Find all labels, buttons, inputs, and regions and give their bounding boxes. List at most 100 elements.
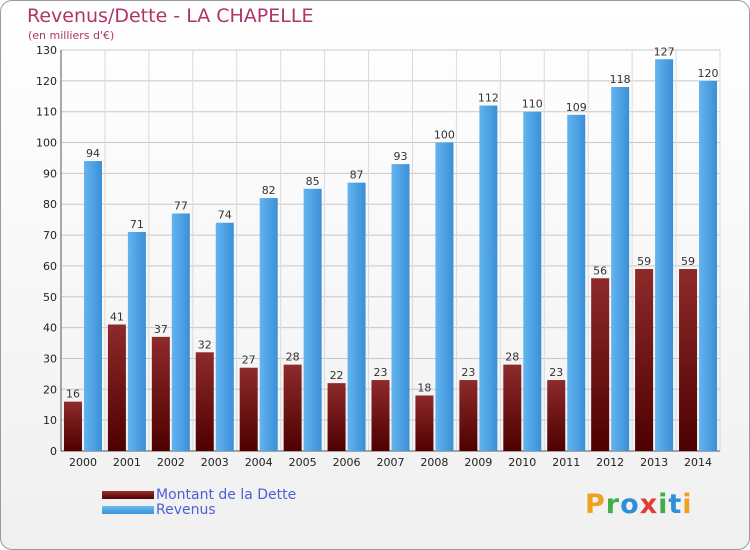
y-tick-label: 130 <box>36 44 57 57</box>
y-tick-label: 70 <box>43 229 57 242</box>
data-label-dette: 59 <box>681 255 695 268</box>
bar-revenus <box>391 164 410 451</box>
legend-item-dette: Montant de la Dette <box>102 487 296 503</box>
data-label-revenus: 100 <box>434 129 455 142</box>
data-label-dette: 28 <box>505 351 519 364</box>
data-label-revenus: 93 <box>394 150 408 163</box>
data-label-dette: 37 <box>154 323 168 336</box>
x-tick-label: 2013 <box>640 456 668 469</box>
data-label-revenus: 110 <box>522 98 543 111</box>
data-label-dette: 28 <box>286 351 300 364</box>
bar-dette <box>591 278 610 451</box>
bar-revenus <box>523 111 542 451</box>
data-label-revenus: 77 <box>174 199 188 212</box>
data-label-dette: 41 <box>110 311 124 324</box>
bar-revenus <box>127 231 146 451</box>
logo-letter: t <box>668 489 683 520</box>
y-tick-label: 30 <box>43 352 57 365</box>
bar-dette <box>107 324 126 451</box>
data-label-dette: 18 <box>417 381 431 394</box>
bar-revenus <box>171 213 190 451</box>
x-tick-label: 2006 <box>333 456 361 469</box>
legend-swatch-dette <box>102 491 154 499</box>
data-label-revenus: 118 <box>610 73 631 86</box>
data-label-dette: 22 <box>330 369 344 382</box>
data-label-revenus: 127 <box>654 45 675 58</box>
x-tick-label: 2005 <box>289 456 317 469</box>
y-tick-label: 50 <box>43 291 57 304</box>
bar-dette <box>459 380 478 451</box>
legend-label-dette: Montant de la Dette <box>156 487 297 503</box>
data-label-revenus: 120 <box>698 67 719 80</box>
bar-revenus <box>215 222 234 451</box>
bar-dette <box>195 352 214 451</box>
y-tick-label: 80 <box>43 198 57 211</box>
bar-revenus <box>347 182 366 451</box>
data-labels: 16 94 41 71 37 77 32 74 27 82 28 85 22 87 23 93 18 100 23 1… <box>66 45 719 400</box>
data-label-dette: 32 <box>198 338 212 351</box>
y-tick-label: 0 <box>50 445 57 458</box>
data-label-revenus: 94 <box>86 147 100 160</box>
y-tick-label: 120 <box>36 75 57 88</box>
x-tick-label: 2003 <box>201 456 229 469</box>
y-tick-label: 20 <box>43 383 57 396</box>
y-tick-labels: 0 10 20 30 40 50 60 70 80 90 100 110 120 130 <box>36 44 57 458</box>
x-tick-label: 2014 <box>684 456 712 469</box>
x-tick-label: 2009 <box>464 456 492 469</box>
logo-letter: r <box>605 489 621 520</box>
x-tick-label: 2008 <box>420 456 448 469</box>
x-tick-label: 2007 <box>377 456 405 469</box>
x-tick-label: 2010 <box>508 456 536 469</box>
data-label-revenus: 87 <box>350 169 364 182</box>
bar-revenus <box>479 105 498 452</box>
x-tick-label: 2012 <box>596 456 624 469</box>
x-tick-label: 2002 <box>157 456 185 469</box>
data-label-dette: 23 <box>374 366 388 379</box>
bar-revenus <box>611 87 630 451</box>
bar-revenus <box>655 59 674 451</box>
data-label-revenus: 85 <box>306 175 320 188</box>
bar-dette <box>635 269 654 451</box>
bar-dette <box>503 364 522 451</box>
bar-dette <box>239 367 258 451</box>
logo-letter: i <box>658 489 669 520</box>
data-label-dette: 27 <box>242 354 256 367</box>
x-tick-label: 2011 <box>552 456 580 469</box>
bar-revenus <box>259 198 278 451</box>
data-label-dette: 23 <box>461 366 475 379</box>
y-tick-label: 60 <box>43 260 57 273</box>
bar-dette <box>679 269 698 451</box>
data-label-dette: 23 <box>549 366 563 379</box>
y-tick-label: 110 <box>36 106 57 119</box>
bar-revenus <box>435 142 454 452</box>
logo-letter: o <box>620 489 640 520</box>
data-label-dette: 56 <box>593 264 607 277</box>
axes <box>60 50 720 452</box>
bar-dette <box>547 380 566 451</box>
bar-dette <box>371 380 390 451</box>
y-tick-label: 40 <box>43 322 57 335</box>
bar-dette <box>63 401 82 451</box>
x-tick-label: 2000 <box>69 456 97 469</box>
x-tick-labels: 2000 2001 2002 2003 2004 2005 2006 2007 2008 2009… <box>69 456 712 469</box>
bar-revenus <box>567 114 586 452</box>
chart-title: Revenus/Dette - LA CHAPELLE <box>27 5 314 27</box>
bar-dette <box>283 364 302 451</box>
bar-revenus <box>303 188 322 452</box>
logo-letter: x <box>639 489 659 520</box>
data-label-dette: 59 <box>637 255 651 268</box>
data-label-revenus: 74 <box>218 209 232 222</box>
data-label-dette: 16 <box>66 388 80 401</box>
y-tick-label: 90 <box>43 167 57 180</box>
data-label-revenus: 109 <box>566 101 587 114</box>
data-label-revenus: 71 <box>130 218 144 231</box>
bars <box>63 59 718 452</box>
logo-letter: P <box>585 489 606 520</box>
x-tick-label: 2004 <box>245 456 273 469</box>
legend-label-revenus: Revenus <box>156 502 216 518</box>
bar-dette <box>151 336 170 451</box>
legend-item-revenus: Revenus <box>102 502 216 518</box>
chart-subtitle: (en milliers d'€) <box>28 29 115 42</box>
